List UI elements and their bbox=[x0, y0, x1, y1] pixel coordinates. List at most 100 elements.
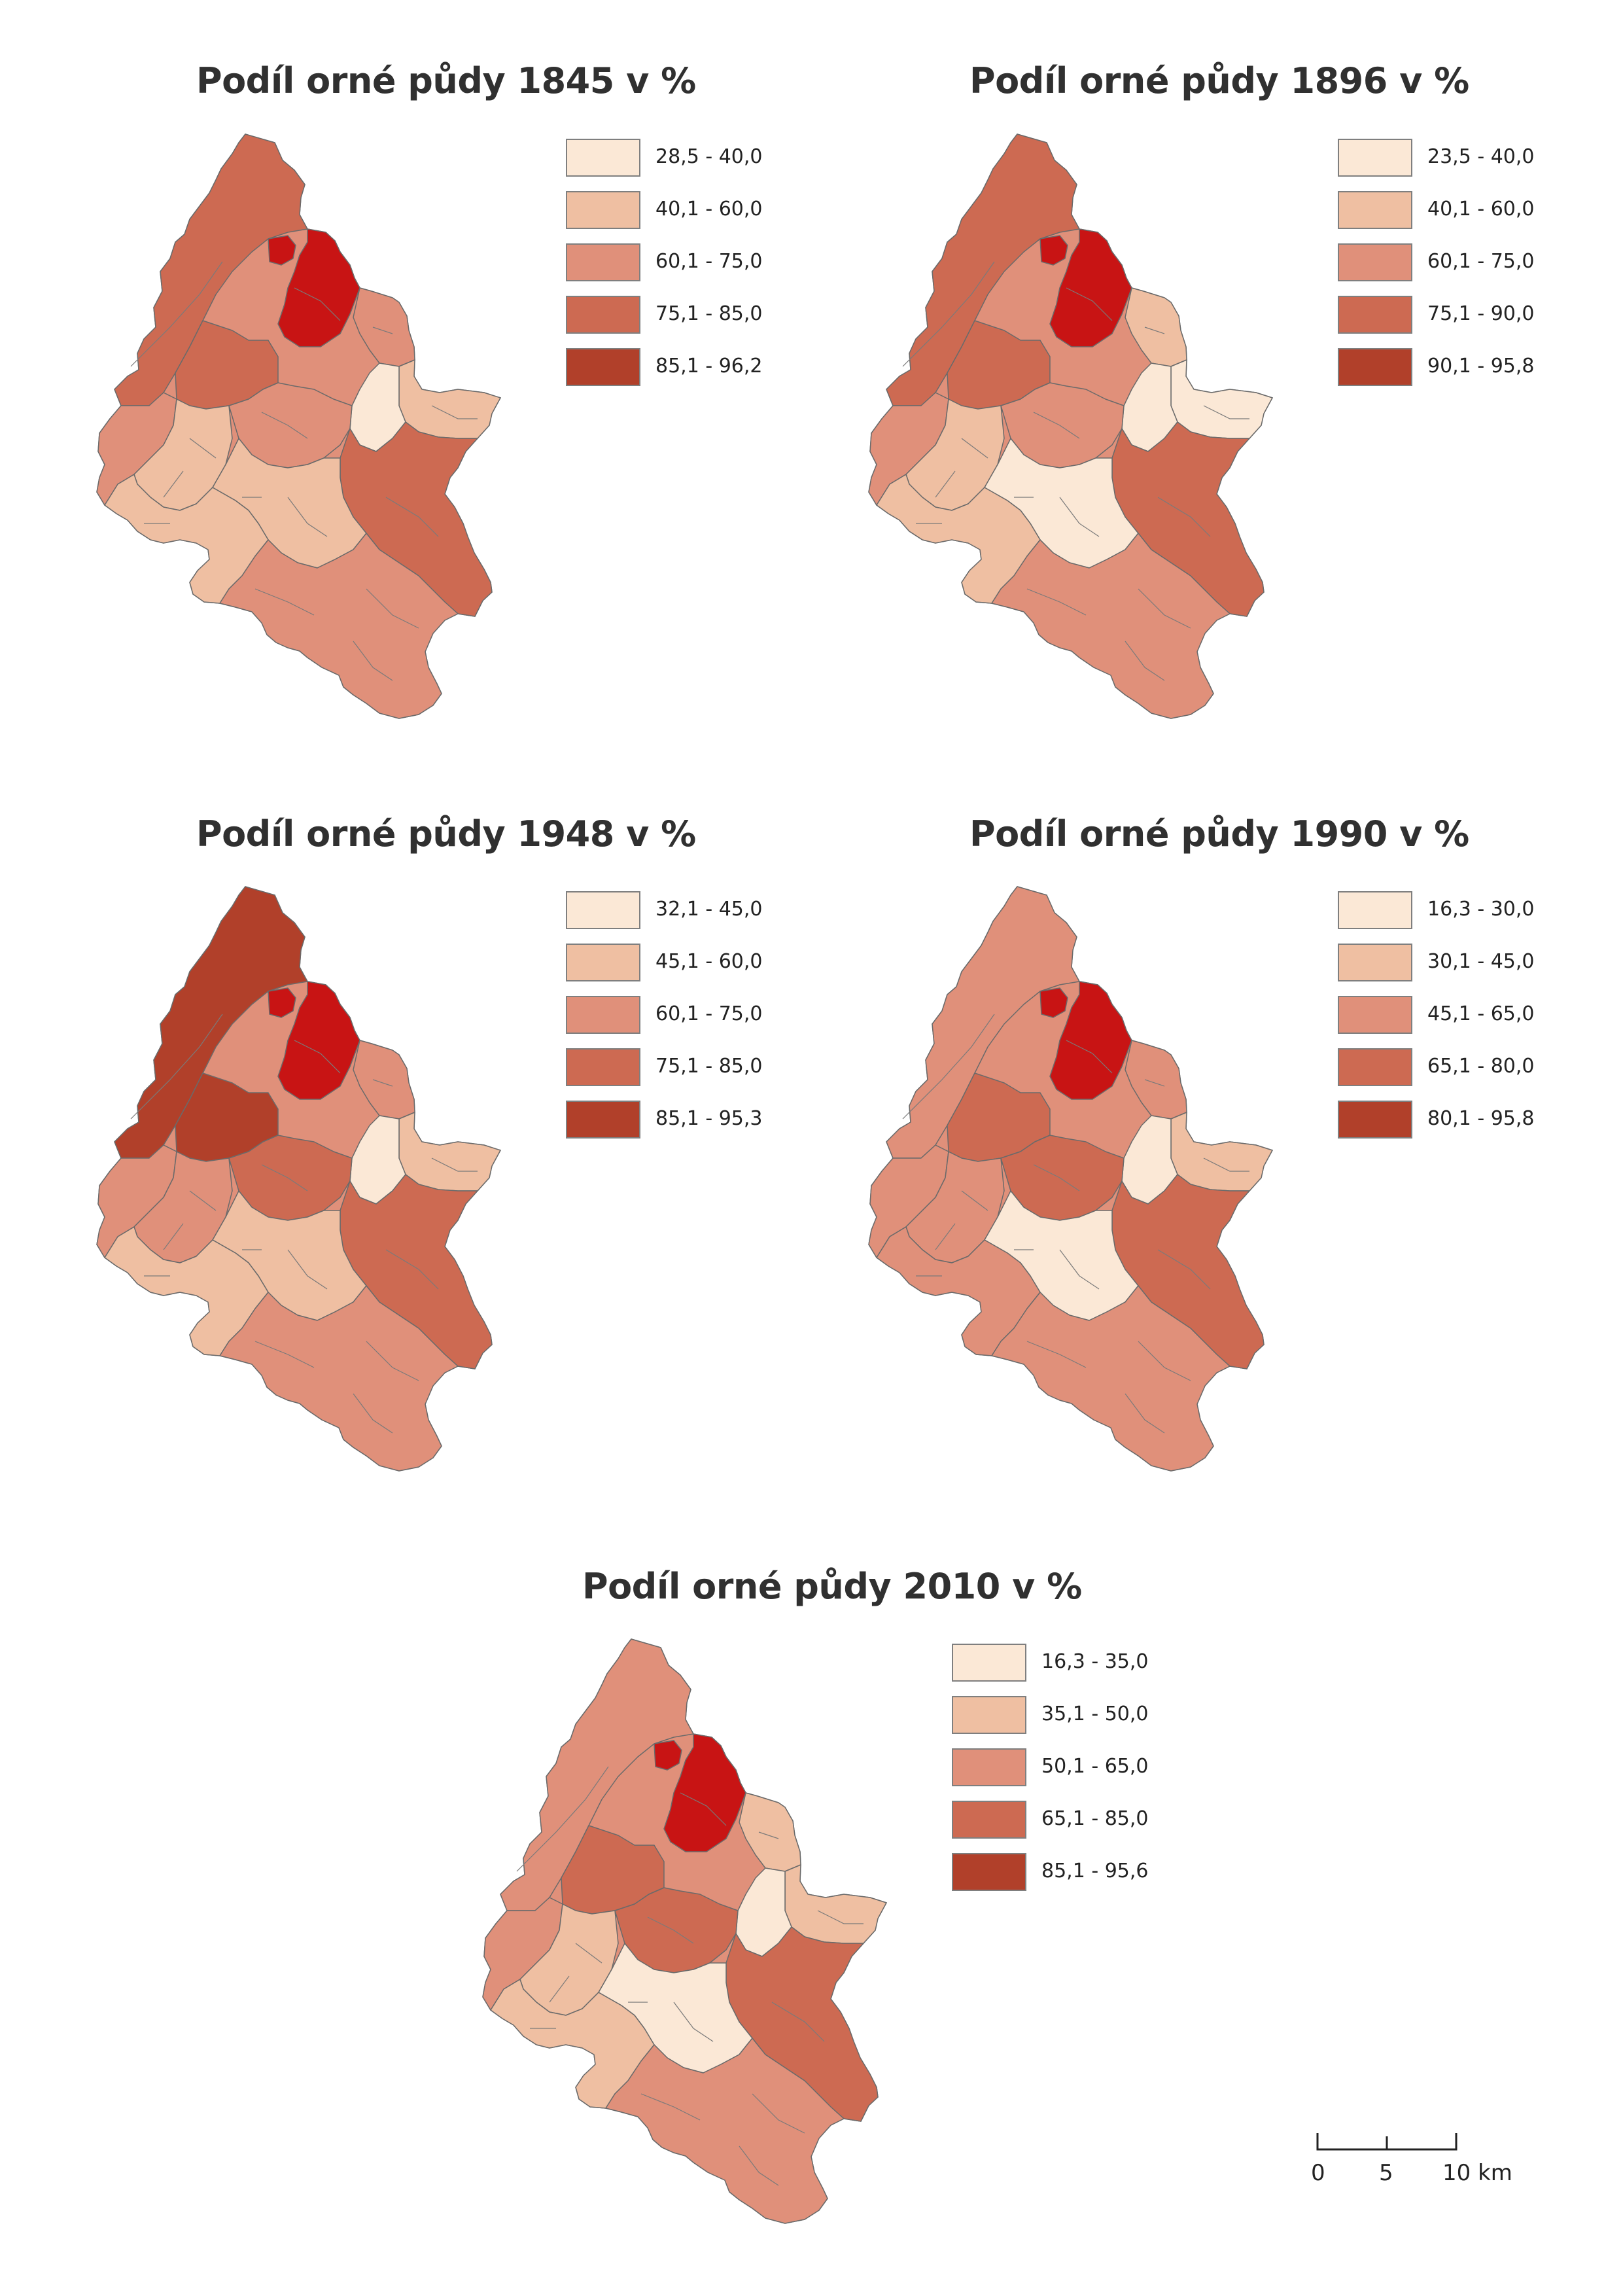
choropleth-map bbox=[96, 886, 502, 1472]
municipality-zone bbox=[1049, 228, 1132, 347]
legend-swatch bbox=[1338, 1048, 1412, 1086]
scale-label-5: 5 bbox=[1379, 2160, 1393, 2186]
municipal-boundary bbox=[1033, 1164, 1080, 1192]
legend-item: 23,5 - 40,0 bbox=[1338, 139, 1599, 178]
legend-label: 80,1 - 95,8 bbox=[1427, 1107, 1535, 1130]
municipal-boundary bbox=[431, 405, 478, 419]
legend-label: 75,1 - 85,0 bbox=[655, 1055, 763, 1078]
municipality-zone bbox=[663, 1733, 746, 1852]
legend-swatch bbox=[1338, 944, 1412, 981]
municipal-boundary bbox=[372, 1079, 393, 1087]
municipal-boundary bbox=[163, 470, 184, 498]
legend-item: 30,1 - 45,0 bbox=[1338, 944, 1599, 983]
municipal-boundary bbox=[189, 438, 217, 459]
municipality-zone bbox=[398, 359, 501, 439]
municipal-boundary bbox=[1026, 1341, 1087, 1368]
municipal-boundary bbox=[130, 1014, 223, 1120]
municipal-boundary bbox=[366, 588, 419, 629]
municipality-zone bbox=[1039, 987, 1068, 1018]
municipal-boundary bbox=[771, 2002, 825, 2042]
legend-label: 45,1 - 60,0 bbox=[655, 950, 763, 973]
legend-label: 45,1 - 65,0 bbox=[1427, 1002, 1535, 1025]
municipal-boundary bbox=[1125, 641, 1165, 681]
legend-label: 65,1 - 80,0 bbox=[1427, 1055, 1535, 1078]
legend-item: 45,1 - 65,0 bbox=[1338, 996, 1599, 1035]
legend-label: 85,1 - 96,2 bbox=[655, 355, 763, 378]
legend-item: 75,1 - 85,0 bbox=[566, 296, 828, 335]
legend-label: 40,1 - 60,0 bbox=[655, 198, 763, 221]
legend-item: 60,1 - 75,0 bbox=[566, 243, 828, 283]
scale-bar-line bbox=[1316, 2133, 1457, 2151]
map-title: Podíl orné půdy 1845 v % bbox=[196, 60, 696, 101]
municipal-boundary bbox=[385, 1249, 439, 1290]
scale-label-10km: 10 km bbox=[1442, 2160, 1512, 2186]
municipal-boundary bbox=[1144, 327, 1165, 334]
legend-item: 85,1 - 95,3 bbox=[566, 1101, 828, 1140]
municipality-zone bbox=[114, 133, 308, 406]
municipal-boundary bbox=[1033, 412, 1080, 439]
legend-item: 50,1 - 65,0 bbox=[952, 1748, 1213, 1788]
municipality-zone bbox=[1049, 981, 1132, 1100]
legend-label: 28,5 - 40,0 bbox=[655, 145, 763, 168]
legend-label: 60,1 - 75,0 bbox=[655, 1002, 763, 1025]
municipal-boundary bbox=[902, 261, 995, 367]
legend-label: 75,1 - 90,0 bbox=[1427, 302, 1535, 325]
legend-swatch bbox=[566, 891, 640, 929]
legend-swatch bbox=[952, 1853, 1026, 1891]
municipality-zone bbox=[784, 1864, 887, 1944]
municipal-boundary bbox=[163, 1223, 184, 1250]
municipal-boundary bbox=[385, 497, 439, 537]
municipality-zone bbox=[1039, 235, 1068, 266]
scale-bar: 0 5 10 km bbox=[1311, 2123, 1512, 2195]
municipal-boundary bbox=[1157, 1249, 1211, 1290]
municipal-boundary bbox=[431, 1157, 478, 1172]
municipal-boundary bbox=[961, 1190, 988, 1211]
municipal-boundary bbox=[366, 1341, 419, 1381]
municipal-boundary bbox=[294, 1040, 341, 1074]
municipal-boundary bbox=[758, 1831, 779, 1839]
legend-label: 65,1 - 85,0 bbox=[1041, 1807, 1149, 1830]
municipality-zone bbox=[1125, 287, 1187, 367]
municipality-zone bbox=[605, 2038, 845, 2224]
choropleth-map bbox=[868, 886, 1274, 1472]
legend-item: 16,3 - 30,0 bbox=[1338, 891, 1599, 930]
legend-label: 30,1 - 45,0 bbox=[1427, 950, 1535, 973]
municipality-zone bbox=[991, 1285, 1230, 1472]
municipal-boundary bbox=[673, 2002, 714, 2042]
municipal-boundary bbox=[1059, 497, 1100, 537]
municipal-boundary bbox=[1066, 287, 1113, 321]
municipal-boundary bbox=[1144, 1079, 1165, 1087]
legend-label: 16,3 - 35,0 bbox=[1041, 1650, 1149, 1673]
municipality-zone bbox=[353, 287, 415, 367]
municipality-zone bbox=[219, 1285, 459, 1472]
legend-swatch bbox=[566, 348, 640, 386]
legend-swatch bbox=[1338, 243, 1412, 281]
legend-item: 65,1 - 85,0 bbox=[952, 1801, 1213, 1840]
municipal-boundary bbox=[935, 1223, 956, 1250]
municipal-boundary bbox=[1026, 588, 1087, 616]
municipality-zone bbox=[277, 228, 360, 347]
municipal-boundary bbox=[640, 2093, 701, 2121]
municipal-boundary bbox=[739, 2146, 779, 2186]
municipal-boundary bbox=[372, 327, 393, 334]
legend-swatch bbox=[1338, 139, 1412, 177]
choropleth-map bbox=[482, 1638, 888, 2224]
municipality-zone bbox=[277, 981, 360, 1100]
municipal-boundary bbox=[1138, 588, 1191, 629]
legend-swatch bbox=[566, 1048, 640, 1086]
choropleth-map bbox=[868, 133, 1274, 719]
municipality-zone bbox=[654, 1740, 682, 1771]
municipality-zone bbox=[1170, 359, 1273, 439]
legend-item: 85,1 - 95,6 bbox=[952, 1853, 1213, 1892]
municipality-zone bbox=[114, 886, 308, 1159]
legend-item: 75,1 - 85,0 bbox=[566, 1048, 828, 1087]
municipal-boundary bbox=[189, 1190, 217, 1211]
legend-item: 85,1 - 96,2 bbox=[566, 348, 828, 387]
scale-label-0: 0 bbox=[1311, 2160, 1325, 2186]
municipal-boundary bbox=[817, 1910, 864, 1924]
legend-swatch bbox=[566, 243, 640, 281]
legend-swatch bbox=[952, 1748, 1026, 1786]
legend-label: 16,3 - 30,0 bbox=[1427, 898, 1535, 921]
municipal-boundary bbox=[261, 412, 308, 439]
legend-item: 40,1 - 60,0 bbox=[566, 191, 828, 230]
